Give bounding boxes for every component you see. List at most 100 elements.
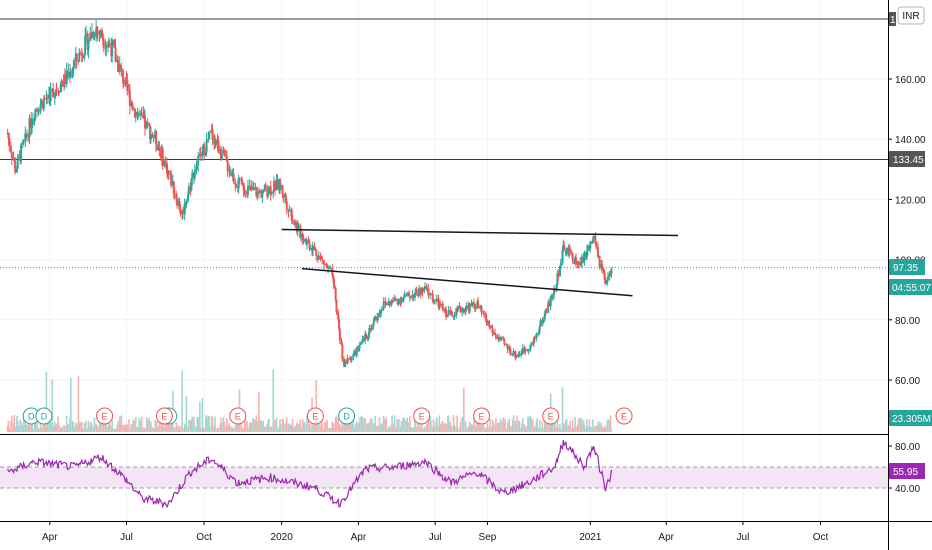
- volume-bar: [547, 420, 549, 432]
- event-label: E: [621, 412, 627, 422]
- rsi-axis[interactable]: 80.00 40.00: [888, 442, 920, 495]
- volume-bar: [459, 422, 462, 432]
- trend-line-resistance[interactable]: [281, 228, 679, 237]
- candle-body: [542, 319, 545, 323]
- candle-body: [163, 161, 166, 166]
- volume-text: 23.305M: [892, 414, 931, 425]
- volume-bar: [349, 422, 351, 432]
- candle-body: [382, 301, 385, 309]
- dividend-event-marker[interactable]: D: [338, 407, 356, 425]
- time-tick-label: Sep: [479, 532, 497, 543]
- volume-bar: [604, 426, 607, 432]
- candle-body: [155, 144, 158, 150]
- candle-body: [197, 156, 200, 166]
- candle-body: [405, 294, 408, 296]
- earnings-event-marker[interactable]: E: [155, 407, 173, 425]
- candle-body: [226, 161, 229, 172]
- price-pane[interactable]: DDEDEEEDEEEE: [0, 0, 888, 521]
- volume-bar: [196, 416, 199, 432]
- earnings-event-marker[interactable]: E: [413, 407, 431, 425]
- candle-body: [278, 179, 281, 189]
- candle-body: [549, 296, 552, 307]
- volume-bar: [12, 423, 15, 432]
- volume-bar: [293, 427, 296, 432]
- volume-bar: [124, 424, 127, 432]
- earnings-event-marker[interactable]: E: [96, 407, 114, 425]
- candle-body: [569, 248, 572, 252]
- candle-body: [580, 256, 583, 264]
- countdown-tag: 04:55:07: [889, 279, 932, 295]
- candle-body: [217, 140, 220, 153]
- volume-bar: [119, 424, 122, 432]
- candle-body: [376, 313, 379, 321]
- candle-body: [63, 74, 66, 84]
- earnings-event-marker[interactable]: E: [229, 407, 247, 425]
- candle-body: [346, 358, 349, 364]
- candle-body: [193, 169, 196, 178]
- volume-bar: [398, 419, 400, 432]
- candle-body: [55, 90, 58, 92]
- volume-bar: [600, 422, 603, 432]
- earnings-event-marker[interactable]: E: [615, 407, 633, 425]
- volume-bar: [541, 421, 544, 432]
- candle-body: [90, 31, 93, 38]
- time-axis[interactable]: Apr Jul Oct 2020 Apr Jul Sep 2021 Apr Jul Oct: [42, 521, 829, 543]
- candle-body: [529, 344, 532, 350]
- volume-bar: [179, 426, 182, 432]
- candle-body: [521, 347, 524, 354]
- candle-body: [350, 357, 353, 361]
- volume-bar: [344, 422, 347, 432]
- candle-body: [288, 210, 291, 212]
- volume-bar: [237, 419, 240, 432]
- candle-body: [315, 249, 318, 256]
- candle-body: [447, 310, 450, 315]
- rsi-pane[interactable]: [0, 439, 888, 509]
- candle-body: [608, 273, 611, 277]
- volume-bar: [371, 419, 373, 432]
- event-markers[interactable]: DDEDEEEDEEEE: [22, 407, 633, 425]
- candle-body: [273, 181, 276, 191]
- volume-bar: [55, 423, 58, 432]
- volume-bar: [54, 425, 57, 432]
- candle-body: [225, 155, 228, 157]
- dividend-event-marker[interactable]: D: [35, 407, 53, 425]
- volume-bar: [172, 428, 175, 432]
- candle-body: [561, 249, 564, 264]
- candle-body: [536, 333, 539, 335]
- candle-body: [592, 235, 595, 240]
- volume-bar: [20, 422, 22, 432]
- volume-bar: [378, 417, 381, 432]
- candle-body: [78, 52, 81, 62]
- volume-bar: [399, 426, 402, 432]
- candle-body: [30, 118, 33, 129]
- volume-bar: [36, 417, 38, 432]
- candle-body: [126, 80, 129, 91]
- volume-bar: [356, 423, 359, 432]
- candle-body: [482, 312, 485, 314]
- volume-bar: [570, 427, 573, 432]
- candle-body: [146, 122, 149, 124]
- candle-body: [175, 194, 178, 199]
- earnings-event-marker[interactable]: E: [542, 407, 560, 425]
- volume-bar: [390, 424, 393, 432]
- earnings-event-marker[interactable]: E: [306, 407, 324, 425]
- candle-body: [136, 111, 139, 116]
- volume-bar: [367, 428, 370, 432]
- volume-bar: [393, 415, 396, 432]
- volume-bars: [6, 369, 613, 432]
- candle-body: [234, 181, 237, 185]
- candle-body: [596, 247, 599, 257]
- volume-bar: [244, 415, 247, 432]
- currency-badge[interactable]: INR: [897, 6, 925, 25]
- earnings-event-marker[interactable]: E: [473, 407, 491, 425]
- trend-lines[interactable]: [281, 228, 679, 297]
- volume-bar: [60, 427, 63, 432]
- trend-line-support[interactable]: [301, 267, 633, 297]
- volume-bar: [226, 418, 228, 432]
- candle-body: [384, 301, 387, 304]
- candle-body: [75, 53, 78, 61]
- candle-body: [355, 349, 358, 356]
- candle-body: [33, 118, 36, 120]
